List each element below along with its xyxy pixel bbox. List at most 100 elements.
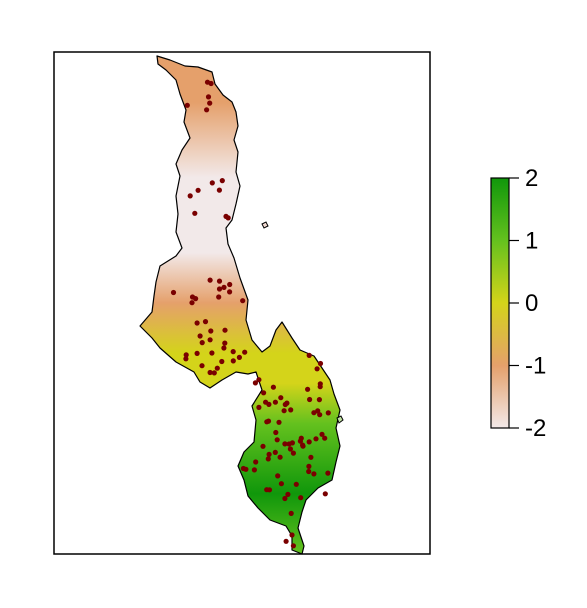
observation-point: [325, 410, 331, 416]
observation-point: [194, 350, 200, 356]
raster-fill: [140, 56, 340, 554]
observation-point: [270, 384, 276, 390]
observation-point: [264, 487, 270, 493]
observation-point: [322, 491, 328, 497]
observation-point: [300, 443, 306, 449]
observation-point: [195, 187, 201, 193]
observation-point: [214, 365, 220, 371]
observation-point: [260, 443, 266, 449]
legend-ticks: 2 1 0 -1 -2: [509, 165, 546, 442]
color-legend: 2 1 0 -1 -2: [490, 165, 546, 442]
observation-point: [216, 278, 223, 284]
observation-point: [240, 298, 246, 304]
legend-tick-label: -1: [525, 353, 546, 380]
observation-point: [170, 289, 177, 296]
observation-point: [205, 94, 212, 100]
legend-tick-label: -2: [525, 415, 546, 442]
observation-point: [207, 369, 213, 376]
observation-point: [284, 400, 290, 406]
observation-point: [278, 481, 284, 487]
observation-point: [216, 187, 222, 193]
observation-point: [236, 354, 242, 360]
observation-point: [308, 454, 314, 460]
observation-point: [230, 358, 236, 364]
observation-point: [243, 466, 249, 472]
observation-point: [265, 456, 271, 462]
observation-point: [202, 319, 209, 325]
observation-point: [298, 495, 304, 501]
observation-point: [293, 481, 299, 487]
legend-tick-label: 1: [525, 228, 538, 255]
observation-point: [282, 441, 288, 447]
observation-point: [289, 532, 295, 538]
observation-point: [322, 435, 328, 441]
observation-point: [282, 495, 288, 502]
observation-point: [222, 327, 228, 333]
observation-point: [256, 377, 262, 383]
observation-point: [261, 390, 267, 396]
observation-point: [286, 441, 292, 447]
observation-point: [281, 408, 287, 414]
observation-point: [230, 349, 236, 355]
observation-point: [183, 356, 189, 362]
observation-point: [317, 381, 323, 387]
observation-point: [266, 451, 272, 457]
observation-point: [216, 294, 222, 300]
observation-point: [325, 470, 331, 476]
observation-point: [209, 180, 215, 186]
observation-point: [251, 467, 257, 473]
observation-point: [187, 193, 193, 199]
legend-tick-label: 2: [525, 165, 538, 192]
island: [261, 221, 269, 229]
observation-point: [227, 281, 233, 288]
observation-point: [305, 386, 311, 392]
country-raster: [139, 55, 344, 555]
observation-point: [316, 397, 322, 403]
observation-point: [227, 289, 233, 295]
map-panel-border: [53, 51, 431, 555]
legend-tick-label: 0: [525, 290, 538, 317]
observation-point: [314, 366, 320, 372]
observation-point: [298, 435, 304, 441]
observation-point: [311, 410, 317, 416]
observation-point: [273, 429, 279, 436]
observation-point: [272, 449, 278, 455]
observation-point: [290, 450, 296, 456]
observation-point: [276, 419, 282, 425]
observation-point: [222, 340, 228, 346]
observation-point: [263, 399, 269, 405]
observation-point: [306, 352, 312, 358]
observation-point: [285, 491, 291, 497]
observation-point: [256, 404, 262, 410]
observation-point: [221, 284, 227, 290]
observation-point: [265, 418, 272, 424]
observation-point: [277, 454, 283, 460]
observation-point: [207, 337, 213, 343]
observation-point: [219, 178, 225, 184]
observation-point: [189, 294, 196, 300]
observation-point: [219, 358, 225, 365]
observation-point: [278, 395, 284, 401]
observation-point: [216, 286, 223, 292]
observation-point: [209, 350, 215, 356]
observation-point: [290, 543, 296, 549]
observation-point: [287, 446, 293, 452]
observation-point: [288, 407, 294, 413]
observation-point: [221, 345, 227, 351]
observation-point: [204, 107, 210, 113]
observation-point: [319, 431, 325, 437]
observation-point: [317, 412, 323, 418]
observation-point: [307, 396, 313, 403]
observation-point: [208, 80, 214, 87]
observation-point: [288, 510, 294, 516]
observation-point: [183, 352, 189, 358]
observation-point: [283, 538, 289, 544]
observation-point: [253, 459, 259, 465]
observation-point: [317, 360, 324, 367]
observation-point: [208, 328, 214, 334]
observation-point: [189, 300, 195, 306]
observation-point: [199, 340, 205, 346]
observation-points: [170, 79, 331, 549]
observation-point: [207, 277, 213, 283]
observation-point: [184, 102, 190, 108]
